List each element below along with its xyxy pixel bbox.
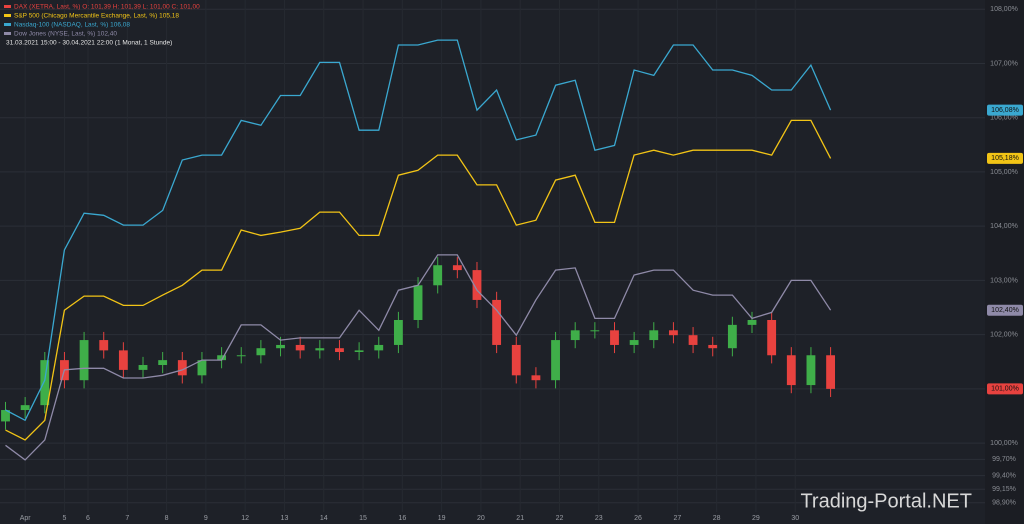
last-value-label: 105,18% [991, 155, 1019, 162]
legend-swatch [4, 14, 11, 17]
candle-body [138, 365, 148, 370]
legend-entry: S&P 500 (Chicago Mercantile Exchange, La… [14, 13, 179, 20]
last-value-tag [987, 104, 1023, 116]
candle-body [551, 340, 560, 381]
candle-body [806, 355, 816, 386]
y-tick-label: 102,00% [990, 331, 1018, 338]
x-tick-label: 12 [241, 515, 249, 522]
y-tick-label: 99,70% [992, 456, 1016, 463]
y-tick-label: 108,00% [990, 6, 1018, 13]
line-series [5, 39, 832, 422]
y-tick-label: 107,00% [990, 60, 1018, 67]
x-tick-label: 27 [673, 515, 681, 522]
candle-body [335, 348, 344, 352]
candle-body [177, 360, 187, 376]
x-tick-label: 7 [125, 515, 129, 522]
x-tick-label: 5 [62, 515, 66, 522]
candle-body [688, 335, 698, 345]
candle-body [826, 355, 836, 389]
axis-panel [985, 0, 1024, 524]
last-value-tag [987, 304, 1023, 316]
x-tick-label: 28 [713, 515, 721, 522]
y-tick-label: 99,40% [992, 473, 1016, 480]
candle-body [708, 344, 718, 349]
last-value-label: 101,00% [991, 386, 1019, 393]
x-tick-label: 22 [556, 515, 564, 522]
x-tick-label: 23 [595, 515, 603, 522]
candle-body [79, 340, 89, 381]
x-tick-label: 9 [204, 515, 208, 522]
line-series [5, 254, 832, 461]
x-tick-label: 20 [477, 515, 485, 522]
x-tick-label: 14 [320, 515, 328, 522]
x-tick-label: 6 [86, 515, 90, 522]
candle-body [452, 265, 462, 271]
candle-body [472, 270, 482, 300]
last-value-tag [987, 152, 1023, 164]
candle-body [197, 360, 207, 376]
candle-body [276, 344, 285, 349]
candle-body [256, 348, 266, 356]
candle-body [669, 330, 678, 336]
legend-entry: DAX (XETRA, Last, %) O: 101,39 H: 101,39… [14, 4, 200, 11]
x-tick-label: 15 [359, 515, 367, 522]
x-tick-label: 16 [398, 515, 406, 522]
candle-body [629, 340, 639, 345]
subtitle: 31.03.2021 15:00 - 30.04.2021 22:00 (1 M… [6, 40, 172, 47]
x-tick-label: 26 [634, 515, 642, 522]
candle-body [747, 320, 757, 325]
last-value-tag [987, 383, 1023, 395]
x-tick-label: 8 [165, 515, 169, 522]
line-series [5, 119, 832, 441]
candle-body [727, 324, 737, 349]
candle-body [511, 344, 521, 376]
last-value-label: 102,40% [991, 307, 1019, 314]
candle-body [570, 330, 580, 341]
legend-swatch [4, 32, 11, 35]
x-tick-label: 13 [281, 515, 289, 522]
y-tick-label: 105,00% [990, 169, 1018, 176]
candle-body [99, 340, 109, 351]
candle-body [767, 320, 777, 356]
candle-body [492, 299, 502, 345]
candle-body [354, 350, 364, 352]
legend-swatch [4, 5, 11, 8]
x-tick-label: 21 [516, 515, 524, 522]
candle-body [531, 375, 541, 381]
x-tick-label: Apr [20, 515, 32, 522]
candle-body [413, 285, 423, 320]
x-tick-label: 29 [752, 515, 760, 522]
candle-body [315, 348, 325, 351]
candle-body [590, 330, 600, 332]
legend-swatch [4, 23, 11, 26]
candle-body [158, 360, 168, 366]
candle-body [786, 355, 796, 386]
x-tick-label: 30 [791, 515, 799, 522]
candle-body [236, 355, 246, 357]
candle-body [610, 330, 619, 345]
candle-body [1, 410, 10, 422]
y-tick-label: 103,00% [990, 277, 1018, 284]
y-tick-label: 99,15% [992, 486, 1016, 493]
y-tick-label: 104,00% [990, 223, 1018, 230]
candle-body [40, 360, 50, 406]
candle-body [20, 405, 30, 411]
legend-entry: Dow Jones (NYSE, Last, %) 102,40 [14, 31, 117, 38]
last-value-label: 106,08% [991, 107, 1019, 114]
legend-entry: Nasdaq-100 (NASDAQ, Last, %) 106,08 [14, 22, 130, 29]
y-tick-label: 98,90% [992, 500, 1016, 507]
watermark: Trading-Portal.NET [800, 490, 972, 512]
y-tick-label: 106,00% [990, 115, 1018, 122]
x-tick-label: 19 [438, 515, 446, 522]
candle-body [295, 344, 305, 351]
candle-body [393, 320, 403, 345]
candle-body [433, 265, 443, 286]
y-tick-label: 100,00% [990, 440, 1018, 447]
candle-body [374, 344, 384, 351]
candle-body [118, 350, 128, 370]
candle-body [649, 330, 659, 341]
candle-body [217, 355, 227, 361]
